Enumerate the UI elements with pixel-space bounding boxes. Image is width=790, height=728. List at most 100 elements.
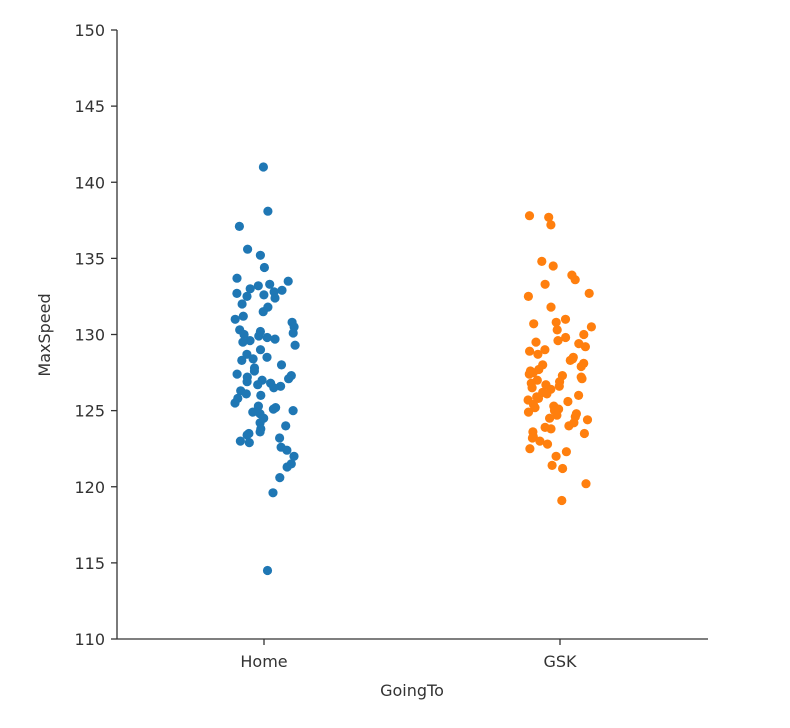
y-axis-ticks: 110 115 120 125 130 135 140 145 150 (74, 21, 117, 649)
data-point (258, 162, 268, 172)
data-point (243, 244, 253, 254)
data-point (552, 325, 562, 335)
data-point (249, 366, 259, 376)
data-point (584, 288, 594, 298)
data-point (245, 336, 255, 346)
data-point (230, 314, 240, 324)
data-point (237, 355, 247, 365)
data-point (576, 361, 586, 372)
data-point (561, 332, 571, 343)
y-tick-label: 145 (74, 97, 105, 116)
y-tick-label: 125 (74, 402, 105, 421)
data-point (270, 334, 280, 344)
data-point (253, 281, 263, 291)
data-point (242, 377, 252, 387)
data-point (284, 374, 294, 384)
data-point (551, 451, 561, 461)
data-point (533, 349, 543, 359)
y-axis-title: MaxSpeed (35, 293, 54, 376)
data-point (580, 342, 591, 352)
y-tick-label: 135 (74, 249, 105, 268)
data-point (524, 211, 535, 221)
data-point (248, 354, 258, 364)
data-point (288, 406, 298, 416)
data-point (235, 436, 245, 446)
data-point (262, 565, 273, 576)
data-point (253, 401, 263, 411)
data-point (552, 410, 562, 420)
data-point (242, 291, 252, 301)
data-point (232, 288, 242, 298)
data-point (525, 444, 535, 454)
data-point (527, 433, 538, 443)
data-point (574, 390, 584, 400)
data-point (277, 285, 287, 295)
data-point (529, 319, 539, 329)
data-point (582, 415, 593, 425)
data-point (548, 261, 558, 271)
data-point (540, 279, 550, 289)
y-tick-label: 130 (74, 326, 105, 345)
data-point (237, 299, 247, 309)
data-point (248, 407, 258, 417)
data-point (557, 495, 567, 506)
data-point (239, 329, 249, 340)
data-point (263, 206, 273, 216)
data-point (238, 337, 248, 347)
data-point (275, 473, 285, 483)
data-point (561, 447, 572, 457)
data-point (282, 445, 292, 455)
data-point (554, 381, 564, 391)
data-point (563, 396, 573, 407)
x-axis-ticks: Home GSK (240, 639, 577, 671)
data-point (281, 421, 291, 431)
data-point (255, 250, 265, 260)
data-point (253, 380, 263, 390)
data-point (238, 311, 248, 321)
data-point (535, 436, 545, 446)
data-point (255, 345, 266, 355)
data-point (533, 393, 544, 403)
data-point (256, 390, 266, 400)
y-tick-label: 150 (74, 21, 105, 40)
y-tick-label: 115 (74, 554, 105, 573)
data-point (551, 317, 561, 327)
data-point (230, 398, 240, 408)
data-point (245, 284, 255, 294)
data-point (290, 340, 300, 350)
data-point (570, 275, 580, 285)
y-tick-label: 140 (74, 173, 105, 192)
x-tick-label: Home (240, 652, 287, 671)
data-point (255, 427, 265, 437)
data-point (283, 276, 293, 286)
data-point (524, 369, 534, 379)
data-point (544, 212, 554, 222)
data-point (262, 332, 272, 343)
data-point (579, 428, 590, 439)
data-point (523, 291, 534, 301)
data-point (553, 336, 563, 346)
data-point (537, 256, 547, 266)
data-point (268, 404, 278, 414)
data-point (258, 307, 268, 317)
data-point (560, 314, 571, 324)
data-point (546, 220, 556, 230)
data-point (581, 479, 591, 489)
data-point (232, 369, 242, 379)
data-point (527, 383, 537, 393)
x-tick-label: GSK (543, 652, 577, 671)
data-point (523, 407, 534, 417)
data-point (540, 345, 550, 355)
data-point (241, 389, 251, 399)
data-point (275, 433, 285, 443)
data-point (577, 374, 587, 384)
data-point (234, 221, 244, 231)
data-point (288, 328, 298, 338)
data-point (259, 290, 269, 300)
data-point (546, 424, 556, 434)
data-point (268, 488, 278, 498)
data-point (545, 413, 555, 423)
data-point (259, 262, 269, 273)
data-point (530, 403, 540, 413)
